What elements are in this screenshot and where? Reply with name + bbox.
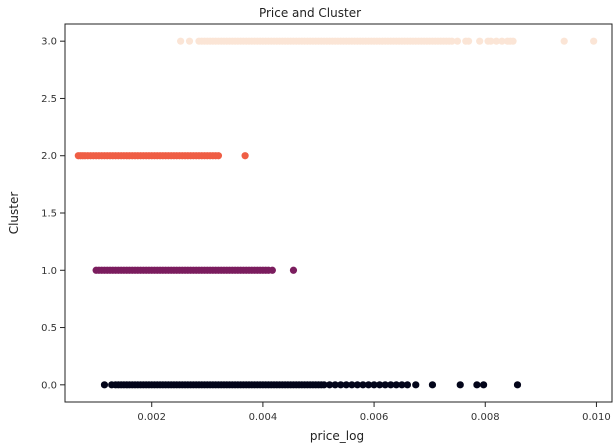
chart-title: Price and Cluster (259, 6, 361, 20)
cluster-3-point (560, 37, 568, 45)
cluster-0-point (331, 381, 339, 389)
y-tick-label: 0.0 (41, 380, 57, 391)
cluster-0-point (320, 381, 328, 389)
y-axis-label: Cluster (7, 192, 21, 235)
y-axis-ticks: 0.0 0.5 1.0 1.5 2.0 2.5 3.0 (41, 37, 65, 391)
cluster-3-point (464, 37, 473, 45)
cluster-3-point (448, 37, 456, 45)
cluster-0-point (456, 381, 464, 389)
cluster-0-point (348, 381, 356, 389)
cluster-0-point (513, 381, 522, 389)
cluster-3-point (492, 37, 500, 45)
cluster-0-point (392, 381, 400, 389)
cluster-0-point (473, 381, 481, 389)
cluster-0-point (479, 381, 488, 389)
y-tick-label: 2.0 (41, 151, 57, 162)
cluster-3-point (476, 37, 484, 45)
cluster-3-point (590, 37, 598, 45)
cluster-0-point (398, 381, 406, 389)
cluster-1-point (289, 266, 298, 274)
cluster-2-point (214, 152, 223, 160)
cluster-0-point (428, 381, 437, 389)
cluster-0-point (370, 381, 378, 389)
plot-frame (64, 23, 613, 403)
cluster-0-point (342, 381, 350, 389)
cluster-3-point (498, 37, 506, 45)
cluster-0-point (364, 381, 373, 389)
y-tick-label: 3.0 (41, 37, 57, 48)
cluster-0-point (359, 381, 367, 389)
y-tick-label: 2.5 (41, 94, 57, 105)
cluster-3-point (177, 37, 185, 45)
y-tick-label: 1.0 (41, 266, 57, 277)
x-axis-ticks: 0.002 0.004 0.006 0.008 0.010 (137, 402, 611, 423)
y-tick-label: 0.5 (41, 323, 57, 334)
cluster-1-point (268, 266, 276, 274)
cluster-3-point (185, 37, 194, 45)
x-tick-label: 0.006 (360, 412, 389, 423)
plot-points (74, 37, 598, 389)
x-tick-label: 0.002 (137, 412, 166, 423)
cluster-3-point (509, 37, 517, 45)
cluster-0-point (337, 381, 345, 389)
cluster-0-point (381, 381, 389, 389)
cluster-0-point (326, 381, 334, 389)
cluster-0-point (100, 381, 109, 389)
x-axis-label: price_log (310, 429, 364, 443)
cluster-2-point (241, 152, 249, 160)
cluster-0-point (353, 381, 361, 389)
cluster-3-point (487, 37, 495, 45)
cluster-0-point (387, 381, 395, 389)
cluster-0-point (376, 381, 384, 389)
cluster-0-point (412, 381, 420, 389)
cluster-0-point (403, 381, 412, 389)
cluster-3-point (453, 37, 462, 45)
x-tick-label: 0.008 (471, 412, 500, 423)
x-tick-label: 0.004 (249, 412, 278, 423)
y-tick-label: 1.5 (41, 209, 57, 220)
x-tick-label: 0.010 (582, 412, 611, 423)
